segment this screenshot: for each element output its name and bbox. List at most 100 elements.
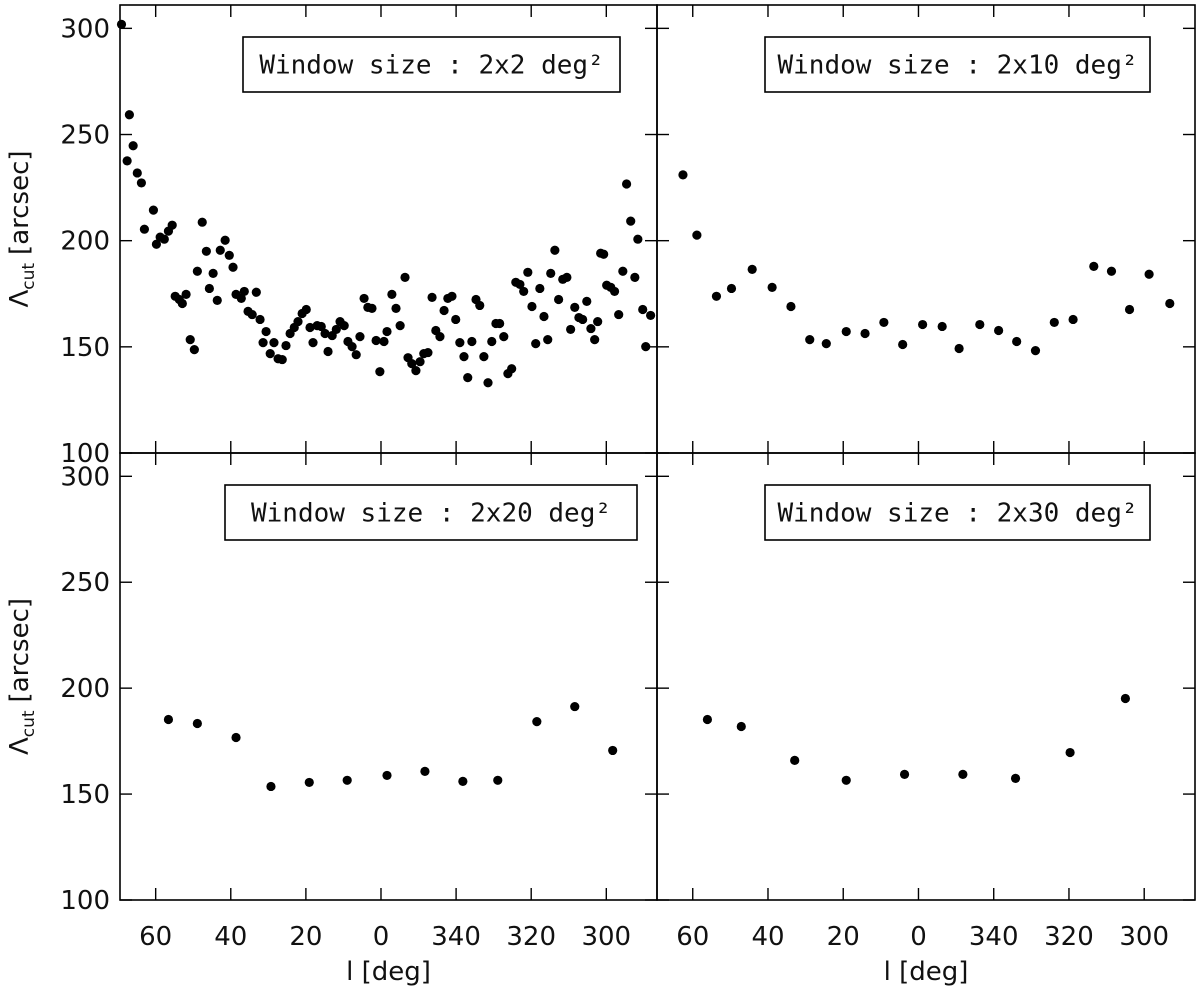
y-label-symbol: Λ — [5, 737, 35, 755]
data-point — [391, 303, 401, 314]
legend-box — [764, 484, 1151, 541]
data-point — [641, 342, 651, 352]
data-point — [181, 289, 191, 299]
data-point — [459, 352, 469, 362]
data-point — [151, 239, 162, 249]
data-point — [543, 335, 553, 345]
data-point — [208, 268, 218, 278]
data-point — [467, 336, 477, 347]
data-point — [423, 347, 433, 358]
data-point — [678, 170, 688, 180]
data-point — [308, 337, 318, 348]
data-point — [342, 775, 352, 785]
data-point — [570, 302, 580, 312]
x-tick-label: 0 — [910, 922, 927, 952]
data-point — [201, 246, 211, 256]
x-axis-label: l [deg] — [346, 957, 431, 987]
data-point — [339, 321, 349, 331]
data-point — [860, 328, 870, 339]
y-tick-label: 200 — [60, 227, 110, 257]
x-tick-label: 20 — [289, 922, 322, 952]
y-label-subscript: cut — [19, 710, 39, 737]
data-point — [415, 357, 425, 367]
data-point — [351, 350, 361, 360]
y-tick-label: 250 — [60, 121, 110, 151]
data-point — [189, 344, 199, 355]
data-point — [148, 205, 159, 215]
data-point — [614, 309, 624, 320]
data-point — [570, 701, 580, 712]
data-point — [918, 319, 928, 330]
data-point — [1089, 261, 1099, 271]
y-label-unit: [arcsec] — [5, 150, 35, 254]
data-point — [177, 298, 187, 309]
data-point — [590, 335, 600, 345]
data-point — [1124, 304, 1135, 315]
data-point — [1120, 693, 1130, 704]
data-point — [546, 268, 556, 278]
y-label-unit: [arcsec] — [5, 598, 35, 702]
x-tick-label: 340 — [431, 922, 481, 952]
y-tick-label: 100 — [60, 439, 110, 469]
data-point — [316, 321, 326, 332]
x-tick-label: 320 — [506, 922, 556, 952]
data-point — [382, 326, 392, 337]
data-point — [400, 272, 410, 283]
data-point — [407, 359, 417, 369]
y-tick-label: 100 — [60, 886, 110, 916]
data-point — [1065, 747, 1075, 758]
data-point — [293, 316, 303, 327]
data-point — [301, 304, 311, 315]
data-point — [841, 775, 851, 785]
x-tick-label: 20 — [827, 922, 860, 952]
data-point — [231, 732, 241, 743]
data-point — [359, 293, 369, 304]
y-tick-label: 300 — [60, 462, 110, 492]
data-point — [139, 224, 150, 234]
data-point — [562, 272, 572, 283]
data-point — [220, 235, 230, 245]
x-tick-label: 60 — [139, 922, 172, 952]
y-tick-label: 300 — [60, 14, 110, 44]
data-point — [305, 322, 315, 333]
data-point — [954, 343, 964, 354]
data-point — [1106, 266, 1117, 276]
data-point — [269, 337, 279, 348]
data-point — [1012, 336, 1022, 347]
data-point — [821, 339, 831, 349]
panel-title: Window size : 2x30 deg² — [777, 499, 1137, 529]
data-point — [937, 321, 947, 332]
x-tick-label: 0 — [373, 922, 390, 952]
data-point — [532, 717, 542, 727]
data-point — [261, 326, 271, 337]
data-point — [447, 291, 457, 301]
data-point — [493, 775, 503, 785]
y-tick-label: 200 — [60, 674, 110, 704]
data-point — [630, 272, 640, 283]
legend-box — [242, 36, 621, 93]
data-point — [258, 337, 268, 348]
data-point — [1010, 773, 1021, 783]
data-point — [251, 287, 261, 297]
data-point — [646, 310, 656, 321]
data-point — [455, 337, 465, 348]
data-point — [554, 294, 564, 305]
data-point — [507, 364, 517, 374]
data-point — [382, 770, 392, 781]
data-point — [204, 283, 214, 294]
data-point — [586, 323, 596, 334]
data-point — [523, 267, 533, 277]
data-point — [638, 304, 648, 315]
data-point — [255, 314, 265, 325]
data-point — [747, 264, 757, 274]
data-point — [898, 339, 908, 350]
data-point — [621, 179, 632, 189]
data-point — [1165, 298, 1175, 309]
data-point — [539, 311, 549, 322]
data-point — [427, 292, 437, 302]
y-axis-label: Λcut [arcsec] — [5, 598, 39, 755]
data-point — [958, 769, 968, 779]
data-point — [483, 378, 493, 388]
data-point — [841, 326, 851, 337]
